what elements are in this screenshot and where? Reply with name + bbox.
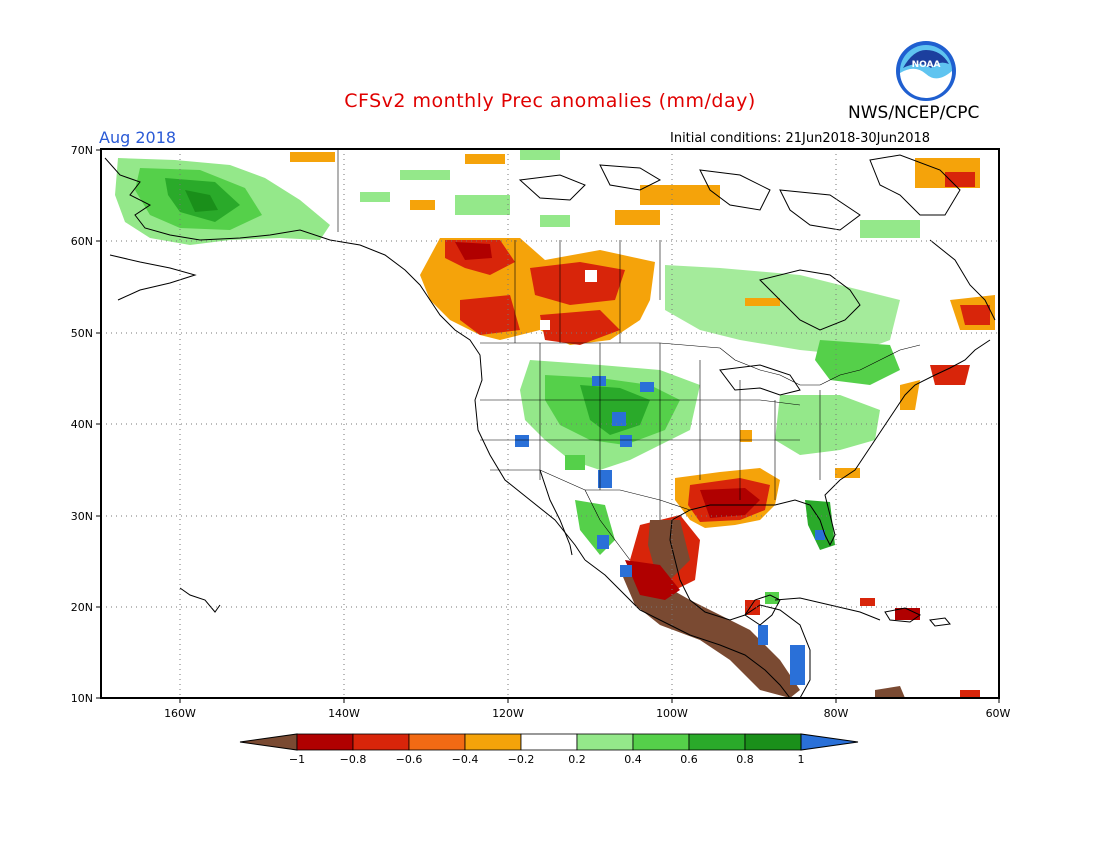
colorbar-tick-label: 0.2	[568, 753, 586, 766]
colorbar-tick-label: 0.4	[624, 753, 642, 766]
longitude-labels: 160W 140W 120W 100W 80W 60W	[164, 707, 1010, 720]
lon-label: 60W	[986, 707, 1011, 720]
colorbar-swatch	[520, 733, 578, 751]
colorbar-tick-label: 0.6	[680, 753, 698, 766]
colorbar-tick-label: −1	[289, 753, 305, 766]
colorbar-arrow-high	[800, 733, 859, 751]
lat-label: 70N	[71, 144, 93, 157]
colorbar-tick-label: 1	[798, 753, 805, 766]
lat-label: 20N	[71, 601, 93, 614]
colorbar-swatch	[576, 733, 634, 751]
colorbar-swatch	[408, 733, 466, 751]
colorbar-tick-label: −0.2	[508, 753, 535, 766]
noaa-logo: NOAA	[895, 40, 957, 102]
noaa-logo-text: NOAA	[912, 60, 941, 70]
colorbar-tick-label: −0.4	[452, 753, 479, 766]
colorbar-swatch	[632, 733, 690, 751]
colorbar-tick-label: −0.6	[396, 753, 423, 766]
colorbar-swatch	[688, 733, 746, 751]
colorbar-swatch	[296, 733, 354, 751]
map-frame	[100, 148, 1000, 699]
latitude-labels: 70N 60N 50N 40N 30N 20N 10N	[71, 144, 93, 705]
lon-label: 160W	[164, 707, 196, 720]
forecast-period: Aug 2018	[99, 128, 177, 147]
colorbar-swatch	[464, 733, 522, 751]
colorbar-swatch	[744, 733, 802, 751]
lon-label: 100W	[656, 707, 688, 720]
lon-label: 120W	[492, 707, 524, 720]
anomaly-shading	[115, 150, 995, 698]
coastlines	[104, 154, 996, 698]
lat-label: 10N	[71, 692, 93, 705]
lon-label: 140W	[328, 707, 360, 720]
agency-label: NWS/NCEP/CPC	[848, 103, 980, 123]
map-title: CFSv2 monthly Prec anomalies (mm/day)	[344, 90, 756, 112]
colorbar-swatch	[352, 733, 410, 751]
lat-label: 40N	[71, 418, 93, 431]
colorbar-tick-label: 0.8	[736, 753, 754, 766]
colorbar-tick-label: −0.8	[340, 753, 367, 766]
lon-label: 80W	[824, 707, 849, 720]
lat-label: 30N	[71, 510, 93, 523]
initial-conditions: Initial conditions: 21Jun2018-30Jun2018	[670, 131, 931, 146]
colorbar: −1 −0.8 −0.6 −0.4 −0.2 0.2 0.4 0.6 0.8 1	[239, 733, 859, 766]
colorbar-arrow-low	[239, 733, 298, 751]
lat-label: 50N	[71, 327, 93, 340]
lat-label: 60N	[71, 235, 93, 248]
political-borders	[337, 150, 921, 561]
